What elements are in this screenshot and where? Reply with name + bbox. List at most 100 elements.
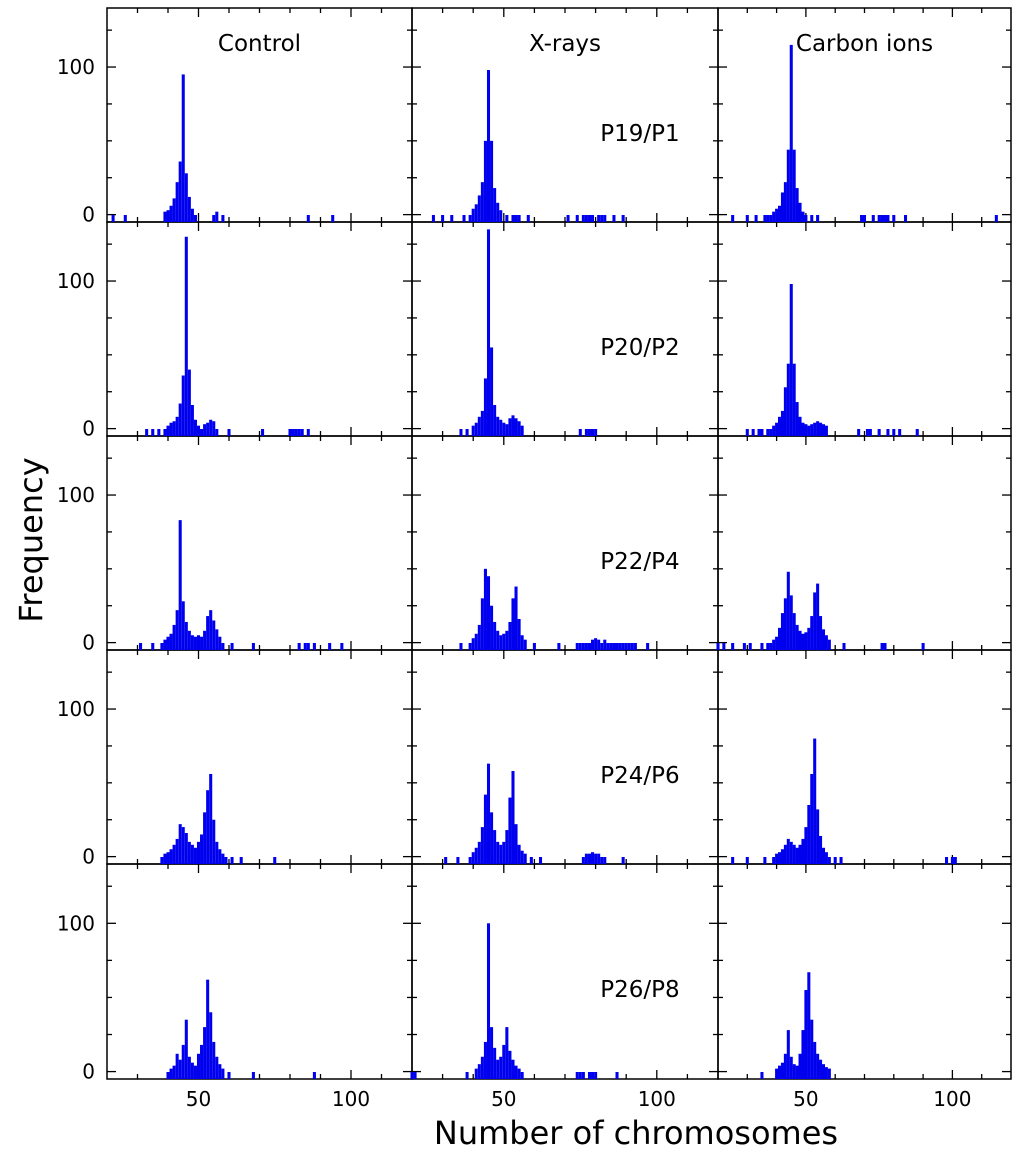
histogram-bar [172,421,176,436]
histogram-bar [792,844,796,864]
histogram-bar [795,624,799,650]
histogram-bar [209,1012,213,1079]
histogram-bar [615,643,619,650]
histogram-bar [860,215,864,222]
histogram-bar [581,643,585,650]
histogram-bar [780,192,784,222]
histogram-bar [778,852,782,864]
histogram-bar [904,215,908,222]
histogram-bar [190,844,194,864]
histogram-bar [615,1072,619,1079]
histogram-bar [483,378,487,436]
histogram-bar [778,205,782,222]
histogram-bar [827,639,831,650]
histogram-bar [471,208,475,222]
histogram-bar [824,852,828,864]
histogram-bar [499,635,503,650]
histogram-bar [184,621,188,650]
histogram-bar [804,827,808,864]
histogram-bar [328,643,332,650]
histogram-bar [783,598,787,650]
histogram-bar [581,215,585,222]
histogram-bar [591,639,595,650]
histogram-bar [945,857,949,864]
histogram-bar [496,630,500,650]
histogram-bar [297,429,301,436]
histogram-bar [731,857,735,864]
histogram-bar [465,1072,469,1079]
histogram-bar [181,74,185,222]
histogram-bar [340,643,344,650]
x-tick-label: 100 [332,1087,370,1111]
histogram-bar [300,429,304,436]
histogram-bar [493,405,497,436]
histogram-bar [212,1041,216,1079]
histogram-bar [172,198,176,222]
histogram-bar [172,624,176,650]
histogram-bar [795,1065,799,1079]
panel-r4-c0 [106,863,413,1080]
histogram-bar [778,1065,782,1079]
histogram-bar [597,853,601,864]
histogram-bar [480,182,484,222]
histogram-bar [493,621,497,650]
histogram-bar [163,853,167,864]
histogram-bar [520,1072,524,1079]
histogram-bar [206,979,210,1079]
histogram-bar [511,598,515,650]
histogram-bar [331,215,335,222]
histogram-bar [480,598,484,650]
histogram-bar [474,633,478,650]
histogram-bar [166,636,170,650]
histogram-bar [163,429,167,436]
histogram-bar [312,1072,316,1079]
histogram-bar [196,841,201,864]
y-axis-label: Frequency [12,457,50,622]
histogram-bar [172,1065,176,1079]
y-tick-label: 0 [82,1060,95,1084]
histogram-bar [789,841,793,864]
histogram-bar [459,429,463,436]
panel-frame [717,435,1012,651]
histogram-bar [227,429,231,436]
bars-r3-c2 [731,738,957,864]
histogram-bar [798,416,802,436]
histogram-bar [514,586,518,650]
panel-frame [106,435,413,651]
histogram-bar [816,809,820,864]
histogram-bar [514,824,518,864]
histogram-bar [824,425,828,436]
histogram-bar [251,1072,255,1079]
histogram-bar [163,639,167,650]
histogram-bar [212,819,216,864]
histogram-bar [508,621,512,650]
histogram-bar [801,633,805,650]
histogram-bar [474,422,478,436]
histogram-bar [190,635,194,650]
histogram-bar [621,857,625,864]
bars-r0-c2 [731,44,998,223]
histogram-bar [868,429,872,436]
histogram-bar [898,429,902,436]
histogram-bar [490,140,494,222]
x-tick-label: 50 [186,1087,211,1111]
histogram-bar [203,630,207,650]
histogram-bar [523,639,527,650]
histogram-bar [178,824,182,864]
histogram-bar [821,847,826,864]
histogram-bar [801,211,805,222]
histogram-bar [757,429,761,436]
histogram-bar [502,1044,506,1079]
histogram-bar [215,1056,219,1079]
histogram-bar [505,424,509,436]
histogram-bar [160,643,164,650]
histogram-bar [474,847,478,864]
histogram-bar [780,410,784,436]
histogram-bar [783,1053,787,1079]
histogram-bar [819,835,823,864]
histogram-bar [591,852,595,864]
histogram-bar [792,363,796,436]
histogram-bar [745,215,749,222]
bars-r2-c2 [716,571,925,650]
